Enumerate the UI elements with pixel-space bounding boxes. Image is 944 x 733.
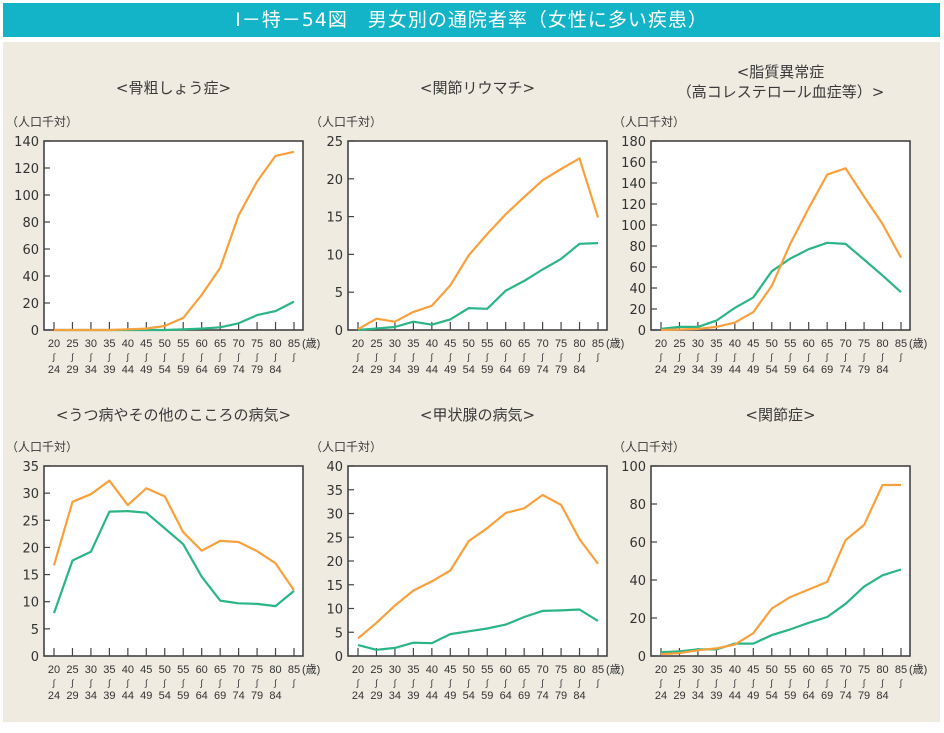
chart-title-line: <甲状腺の病気> (419, 406, 536, 424)
y-axis-unit-label: （人口千対） (6, 440, 79, 454)
chart-title-line: <関節症> (745, 406, 816, 424)
figure-title-bar: Ⅰ－特－54図 男女別の通院者率（女性に多い疾患） (3, 3, 940, 37)
chart-title: <うつ病やその他のこころの病気> (14, 405, 333, 425)
chart-title: <骨粗しょう症> (14, 78, 333, 98)
y-axis-unit-label: （人口千対） (310, 115, 383, 129)
chart-title-line: <うつ病やその他のこころの病気> (55, 406, 292, 424)
chart-title-line: （高コレステロール血症等）> (676, 83, 885, 101)
figure-title: Ⅰ－特－54図 男女別の通院者率（女性に多い疾患） (235, 9, 708, 31)
y-axis-unit-label: （人口千対） (310, 440, 383, 454)
y-axis-unit-label: （人口千対） (613, 115, 686, 129)
chart-title: <関節リウマチ> (318, 78, 637, 98)
chart-title: <関節症> (621, 405, 940, 425)
chart-title-line: <骨粗しょう症> (115, 79, 232, 97)
y-axis-unit-label: （人口千対） (6, 115, 79, 129)
chart-title-line: <脂質異常症 (736, 63, 825, 81)
chart-title: <脂質異常症 （高コレステロール血症等）> (621, 62, 940, 102)
chart-title-line: <関節リウマチ> (419, 79, 536, 97)
chart-title: <甲状腺の病気> (318, 405, 637, 425)
charts-panel (3, 42, 940, 722)
y-axis-unit-label: （人口千対） (613, 440, 686, 454)
